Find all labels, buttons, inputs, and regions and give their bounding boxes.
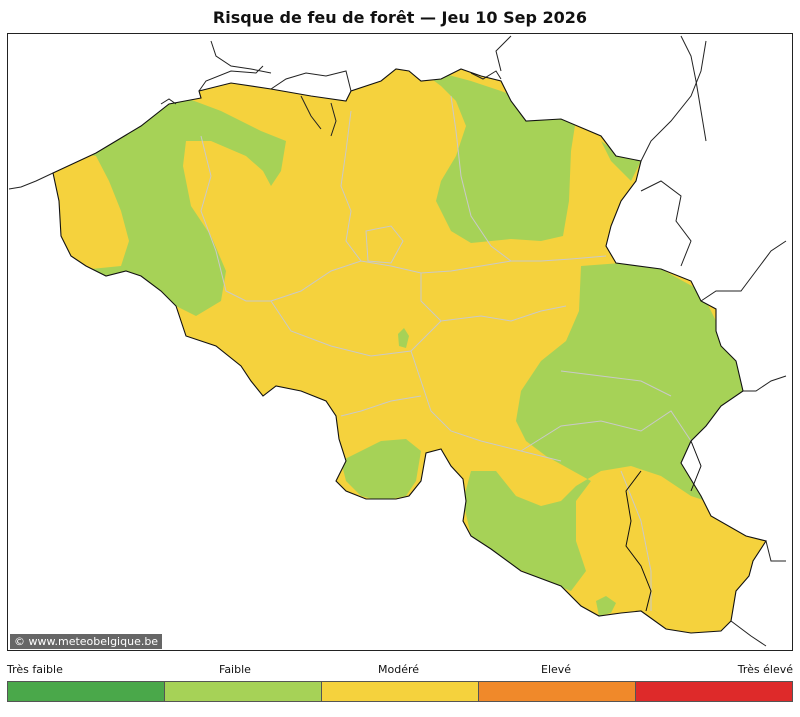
legend-swatch-faible: [165, 682, 322, 701]
zone-luxembourg-spot: [596, 596, 616, 616]
province-boundaries: [200, 95, 692, 611]
fire-risk-map: [8, 35, 787, 647]
legend-labels: Très faible Faible Modéré Elevé Très éle…: [7, 663, 793, 679]
legend-label-eleve: Elevé: [541, 663, 572, 676]
legend-label-faible: Faible: [219, 663, 251, 676]
legend-label-tres-faible: Très faible: [7, 663, 63, 676]
credit-label: © www.meteobelgique.be: [10, 634, 163, 649]
belgium-border: [52, 68, 767, 634]
map-title: Risque de feu de forêt — Jeu 10 Sep 2026: [212, 8, 588, 27]
legend-label-tres-eleve: Très élevé: [737, 663, 793, 676]
zone-north-east: [396, 69, 641, 243]
legend-swatch-eleve: [479, 682, 636, 701]
legend-swatch-tres-faible: [8, 682, 165, 701]
legend-swatch-modere: [322, 682, 479, 701]
zone-west-flanders: [61, 96, 286, 316]
legend-label-modere: Modéré: [378, 663, 420, 676]
neighbour-borders: [8, 35, 787, 647]
luxembourg-border-east: [690, 440, 702, 492]
map-panel: [7, 33, 793, 651]
faible-zones: [61, 69, 746, 616]
luxembourg-border: [625, 470, 652, 612]
zone-east-ardennes: [463, 263, 746, 591]
zone-small-spot: [398, 328, 409, 348]
legend-colorbar: [7, 681, 793, 702]
legend-swatch-tres-eleve: [636, 682, 792, 701]
zone-namur-south: [341, 439, 421, 501]
